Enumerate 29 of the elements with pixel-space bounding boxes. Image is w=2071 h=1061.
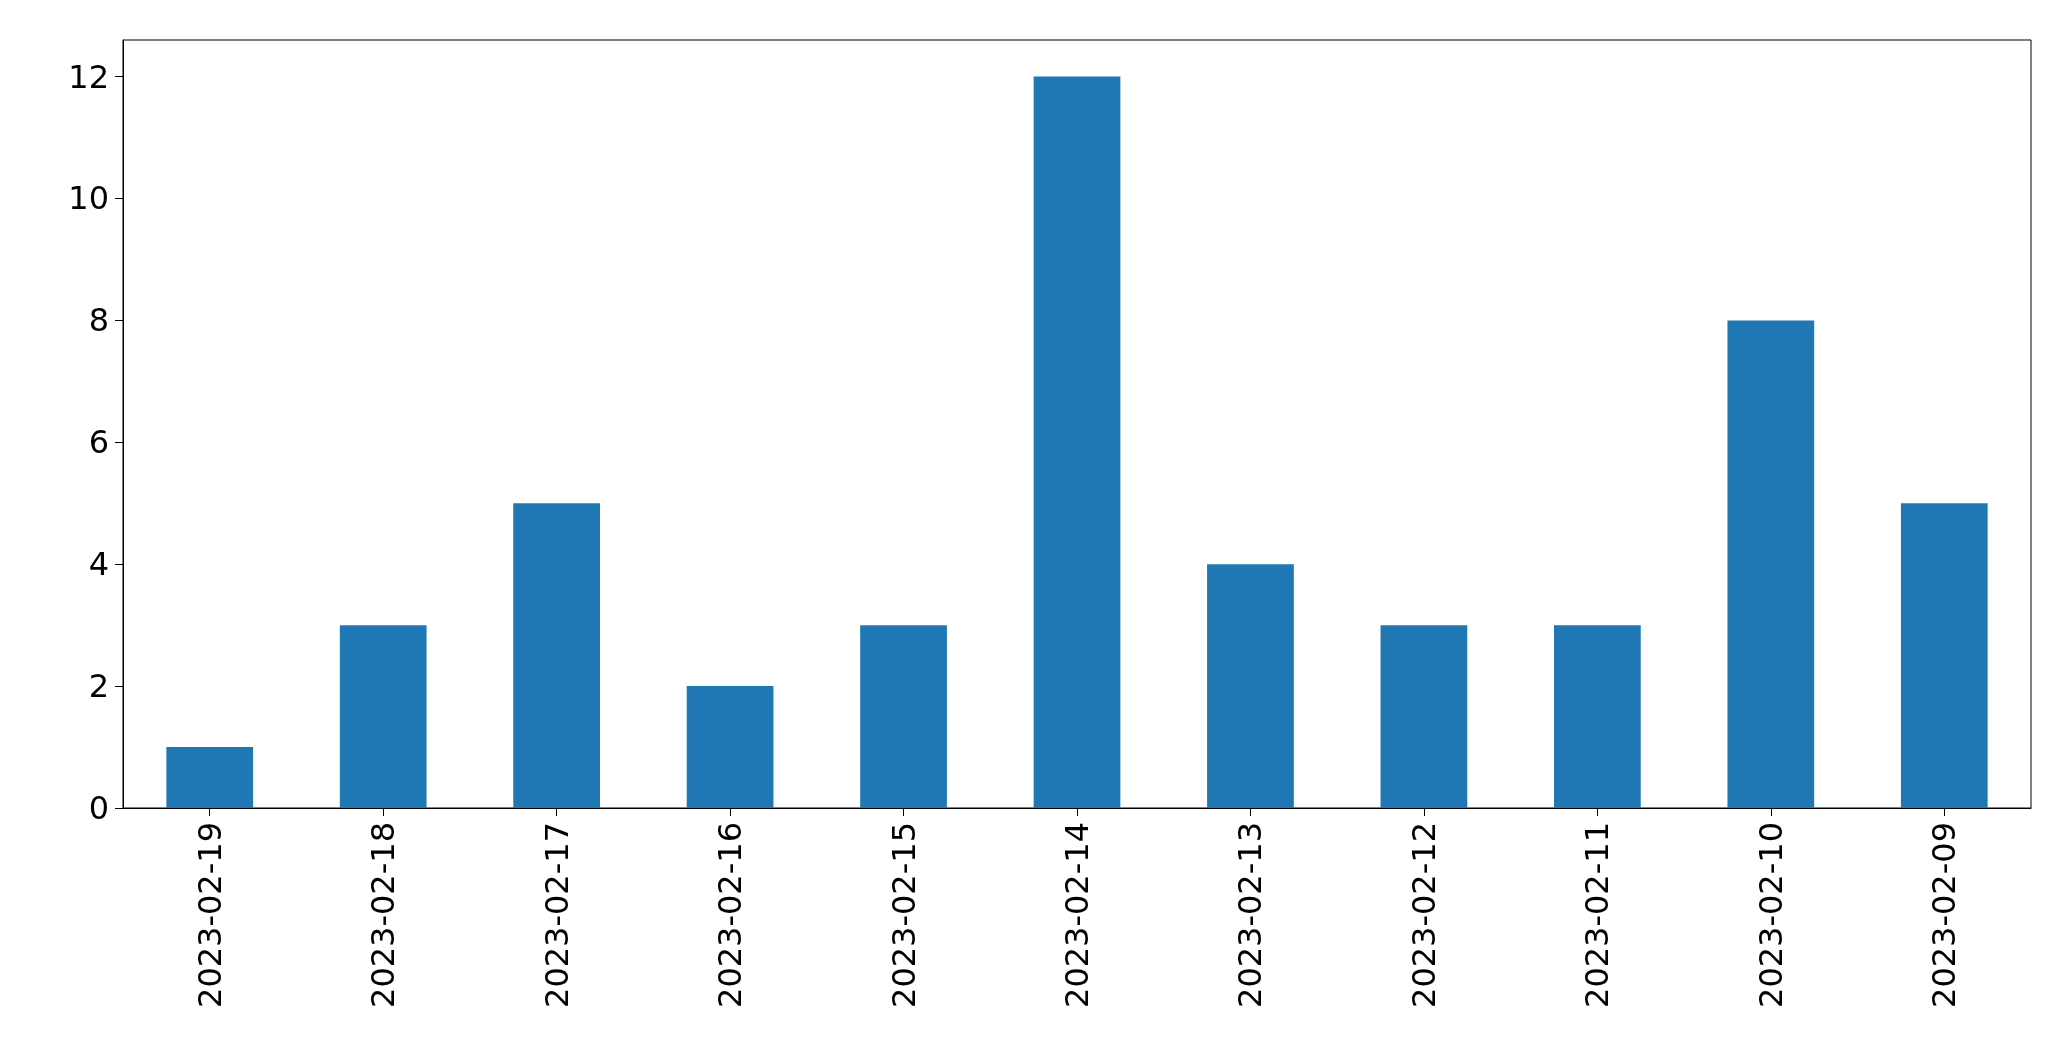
x-tick-label: 2023-02-12 [1404,822,1443,1008]
x-tick-label: 2023-02-15 [884,822,923,1008]
x-tick-label: 2023-02-14 [1058,822,1096,1008]
bar [1033,76,1121,808]
bar [860,625,947,808]
x-tick-label: 2023-02-16 [711,822,750,1008]
bar [339,625,427,808]
x-tick-label: 2023-02-11 [1578,822,1617,1008]
x-tick-label: 2023-02-13 [1231,822,1270,1008]
y-tick-label: 6 [88,423,109,462]
bar [166,747,254,808]
bar [1727,320,1815,808]
y-tick-label: 8 [88,301,109,340]
y-tick-label: 12 [68,57,109,96]
x-tick-label: 2023-02-18 [364,822,403,1008]
bar [1900,503,1988,808]
bar [1207,564,1294,808]
bar [686,686,774,808]
x-tick-label: 2023-02-10 [1751,822,1790,1008]
bar [1554,625,1641,808]
y-tick-label: 0 [88,789,109,827]
y-tick-label: 10 [68,179,109,218]
x-tick-label: 2023-02-19 [190,822,229,1008]
bar [513,503,600,808]
y-tick-label: 2 [88,667,109,706]
x-tick-label: 2023-02-17 [537,822,576,1008]
y-tick-label: 4 [88,545,109,584]
x-tick-label: 2023-02-09 [1925,822,1964,1008]
bar [1380,625,1468,808]
